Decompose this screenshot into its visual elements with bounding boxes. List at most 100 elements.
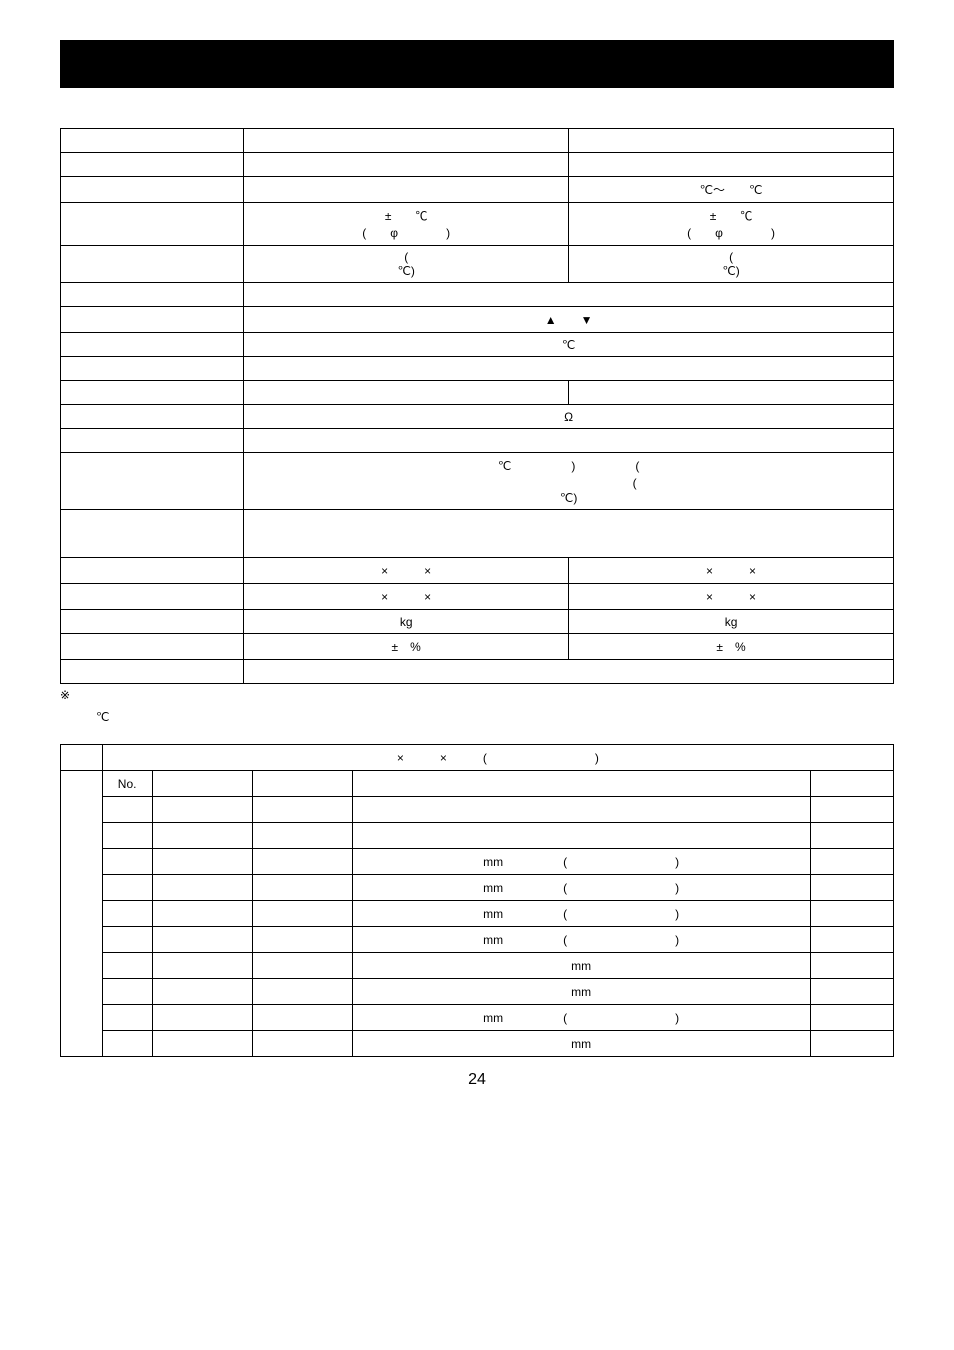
t2-r1-c4 <box>352 797 810 823</box>
t1-r11-c1 <box>244 429 894 453</box>
page-number: 24 <box>60 1071 894 1089</box>
t1-r14-c0 <box>61 558 244 584</box>
t1-r3-c0 <box>61 203 244 246</box>
t2-r2-c1 <box>102 823 152 849</box>
t2-r8-c1 <box>102 979 152 1005</box>
t2-r5-c5 <box>810 901 893 927</box>
t2-r10-c1 <box>102 1031 152 1057</box>
t1-r6-c1: ▲ ▼ <box>244 307 894 333</box>
t2-head-c0 <box>61 745 103 771</box>
t2-r3-c4: mm ( ) <box>352 849 810 875</box>
t2-r7-c4: mm <box>352 953 810 979</box>
t1-r9-c1 <box>244 381 569 405</box>
t2-r5-c2 <box>152 901 252 927</box>
t2-rowspan-left <box>61 771 103 1057</box>
t2-r0-c3 <box>252 771 352 797</box>
t1-r7-c0 <box>61 333 244 357</box>
t1-r0-c1 <box>244 129 569 153</box>
t2-head-c1: × × ( ) <box>102 745 893 771</box>
footnote-marker: ※ <box>60 688 894 702</box>
t2-r1-c1 <box>102 797 152 823</box>
t2-r0-c1: No. <box>102 771 152 797</box>
t2-r9-c3 <box>252 1005 352 1031</box>
t2-r3-c1 <box>102 849 152 875</box>
t2-r5-c1 <box>102 901 152 927</box>
t2-r9-c5 <box>810 1005 893 1031</box>
t2-r10-c5 <box>810 1031 893 1057</box>
t2-r8-c4: mm <box>352 979 810 1005</box>
t2-r4-c1 <box>102 875 152 901</box>
t1-r5-c1 <box>244 283 894 307</box>
t1-r12-c0 <box>61 453 244 510</box>
t1-r18-c0 <box>61 660 244 684</box>
t1-r15-c0 <box>61 584 244 610</box>
t2-r10-c4: mm <box>352 1031 810 1057</box>
t2-r4-c2 <box>152 875 252 901</box>
t1-r15-c2: × × <box>569 584 894 610</box>
t1-r4-c1: ( ℃) <box>244 246 569 283</box>
t2-r7-c1 <box>102 953 152 979</box>
header-black-bar <box>60 40 894 88</box>
t2-r3-c5 <box>810 849 893 875</box>
t1-r1-c0 <box>61 153 244 177</box>
t1-r2-c0 <box>61 177 244 203</box>
t1-r15-c1: × × <box>244 584 569 610</box>
t1-r18-c1 <box>244 660 894 684</box>
t2-r2-c2 <box>152 823 252 849</box>
spec-table-2: × × ( )No.mm ( )mm ( )mm ( )mm ( )mmmmmm… <box>60 744 894 1057</box>
t2-r2-c3 <box>252 823 352 849</box>
t1-r9-c0 <box>61 381 244 405</box>
t2-r2-c5 <box>810 823 893 849</box>
t1-r17-c1: ± % <box>244 634 569 660</box>
t1-r1-c2 <box>569 153 894 177</box>
t1-r3-c1: ± ℃ ( φ ) <box>244 203 569 246</box>
t2-r1-c3 <box>252 797 352 823</box>
t2-r7-c5 <box>810 953 893 979</box>
t2-r4-c5 <box>810 875 893 901</box>
t2-r6-c4: mm ( ) <box>352 927 810 953</box>
t2-r4-c3 <box>252 875 352 901</box>
t1-r13-c1 <box>244 510 894 558</box>
t1-r1-c1 <box>244 153 569 177</box>
t1-r17-c0 <box>61 634 244 660</box>
t1-r0-c2 <box>569 129 894 153</box>
t2-r2-c4 <box>352 823 810 849</box>
t2-r10-c3 <box>252 1031 352 1057</box>
t1-r10-c0 <box>61 405 244 429</box>
t1-r13-c0 <box>61 510 244 558</box>
degc-line: ℃ <box>96 710 894 724</box>
t2-r3-c2 <box>152 849 252 875</box>
t1-r12-c1: ℃ ) ( ( ℃) <box>244 453 894 510</box>
t1-r16-c1: kg <box>244 610 569 634</box>
t1-r5-c0 <box>61 283 244 307</box>
t1-r2-c2: ℃～ ℃ <box>569 177 894 203</box>
t2-r6-c1 <box>102 927 152 953</box>
t2-r10-c2 <box>152 1031 252 1057</box>
t1-r16-c2: kg <box>569 610 894 634</box>
t2-r8-c3 <box>252 979 352 1005</box>
t2-r0-c4 <box>352 771 810 797</box>
t2-r6-c3 <box>252 927 352 953</box>
t1-r6-c0 <box>61 307 244 333</box>
t2-r7-c2 <box>152 953 252 979</box>
t2-r5-c3 <box>252 901 352 927</box>
t2-r6-c2 <box>152 927 252 953</box>
t1-r4-c2: ( ℃) <box>569 246 894 283</box>
t2-r9-c2 <box>152 1005 252 1031</box>
t1-r14-c2: × × <box>569 558 894 584</box>
t1-r8-c1 <box>244 357 894 381</box>
t2-r8-c5 <box>810 979 893 1005</box>
t1-r16-c0 <box>61 610 244 634</box>
t1-r8-c0 <box>61 357 244 381</box>
t2-r3-c3 <box>252 849 352 875</box>
t1-r2-c1 <box>244 177 569 203</box>
t2-r0-c2 <box>152 771 252 797</box>
t1-r10-c1: Ω <box>244 405 894 429</box>
t2-r6-c5 <box>810 927 893 953</box>
t2-r8-c2 <box>152 979 252 1005</box>
t1-r9-c2 <box>569 381 894 405</box>
t2-r7-c3 <box>252 953 352 979</box>
t2-r1-c5 <box>810 797 893 823</box>
t2-r0-c5 <box>810 771 893 797</box>
t2-r9-c1 <box>102 1005 152 1031</box>
